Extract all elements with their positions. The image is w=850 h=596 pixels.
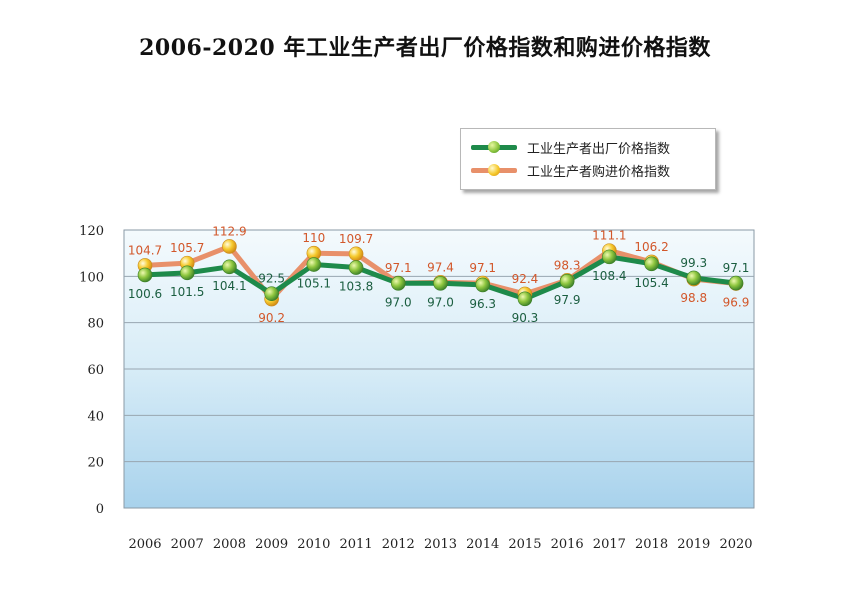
y-tick-label: 120	[79, 224, 104, 239]
chart-title: 2006-2020 年工业生产者出厂价格指数和购进价格指数	[139, 35, 711, 61]
data-label: 90.2	[258, 311, 285, 325]
data-point	[559, 273, 575, 289]
data-point	[222, 239, 237, 254]
legend-swatch-purchase	[471, 160, 517, 180]
x-tick-label: 2013	[424, 537, 457, 552]
x-tick-label: 2011	[340, 537, 373, 552]
data-point	[517, 291, 533, 307]
x-tick-label: 2020	[719, 537, 752, 552]
data-label: 101.5	[170, 285, 204, 299]
x-tick-label: 2019	[677, 537, 710, 552]
data-label: 98.3	[554, 258, 581, 272]
data-label: 112.9	[212, 224, 246, 238]
x-tick-label: 2008	[213, 537, 246, 552]
data-label: 105.4	[634, 276, 668, 290]
data-point	[348, 260, 364, 275]
x-tick-label: 2009	[255, 537, 288, 552]
data-point	[475, 277, 491, 293]
y-tick-label: 80	[87, 317, 104, 332]
x-tick-label: 2015	[508, 537, 541, 552]
data-label: 96.9	[723, 296, 750, 310]
y-tick-label: 100	[79, 270, 104, 285]
data-label: 97.0	[385, 295, 412, 309]
x-tick-label: 2006	[128, 537, 161, 552]
y-tick-label: 60	[87, 363, 104, 378]
x-tick-label: 2014	[466, 537, 499, 552]
data-label: 103.8	[339, 280, 373, 294]
x-tick-label: 2016	[551, 537, 584, 552]
data-label: 97.1	[469, 261, 496, 275]
x-tick-label: 2017	[593, 537, 626, 552]
y-tick-label: 20	[87, 456, 104, 471]
data-label: 90.3	[512, 311, 539, 325]
data-label: 108.4	[592, 269, 626, 283]
data-label: 111.1	[592, 229, 626, 243]
data-label: 105.7	[170, 241, 204, 255]
data-label: 97.9	[554, 293, 581, 307]
x-tick-label: 2010	[297, 537, 330, 552]
data-label: 100.6	[128, 287, 162, 301]
data-point	[644, 256, 659, 272]
x-tick-label: 2007	[171, 537, 204, 552]
data-label: 97.1	[723, 261, 750, 275]
data-point	[390, 275, 406, 291]
y-tick-label: 40	[87, 409, 104, 424]
data-label: 106.2	[634, 240, 668, 254]
data-point	[348, 246, 364, 262]
data-point	[179, 265, 195, 281]
data-label: 97.1	[385, 261, 412, 275]
data-label: 92.5	[258, 272, 285, 286]
data-label: 97.0	[427, 295, 454, 309]
data-label: 104.7	[128, 243, 162, 257]
data-point	[433, 275, 448, 291]
data-point	[686, 270, 702, 286]
legend-swatch-output	[471, 137, 517, 157]
legend-label-output: 工业生产者出厂价格指数	[527, 141, 671, 157]
data-label: 97.4	[427, 260, 454, 274]
legend-item-purchase: 工业生产者购进价格指数	[471, 160, 670, 180]
data-label: 105.1	[297, 277, 331, 291]
data-point	[602, 249, 617, 265]
data-label: 104.1	[212, 279, 246, 293]
x-tick-label: 2018	[635, 537, 668, 552]
data-point	[728, 275, 744, 291]
data-label: 99.3	[680, 256, 707, 270]
legend-label-purchase: 工业生产者购进价格指数	[527, 164, 671, 180]
legend-item-output: 工业生产者出厂价格指数	[471, 137, 670, 157]
y-tick-label: 0	[96, 502, 104, 517]
data-point	[264, 286, 279, 302]
legend: 工业生产者出厂价格指数 工业生产者购进价格指数	[460, 128, 716, 190]
data-point	[306, 257, 322, 272]
data-point	[137, 267, 153, 283]
data-label: 98.8	[680, 291, 707, 305]
data-label: 110	[302, 231, 325, 245]
data-point	[222, 259, 237, 275]
x-tick-label: 2012	[382, 537, 415, 552]
data-label: 96.3	[469, 297, 496, 311]
data-label: 109.7	[339, 232, 373, 246]
data-label: 92.4	[512, 272, 539, 286]
